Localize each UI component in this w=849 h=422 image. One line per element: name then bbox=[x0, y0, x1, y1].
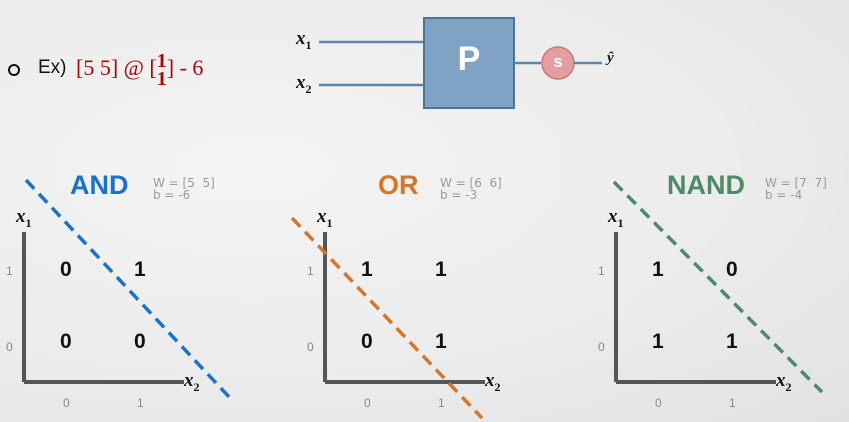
truth-cell: 0 bbox=[134, 330, 146, 353]
decision-boundary bbox=[612, 180, 824, 394]
decision-boundary bbox=[24, 178, 234, 402]
gate-title: NAND bbox=[667, 170, 745, 200]
bias-text: b = -4 bbox=[765, 188, 803, 202]
x-axis-label: x2 bbox=[184, 370, 200, 394]
vector-bottom: 1 bbox=[156, 68, 167, 90]
gate-title: AND bbox=[70, 170, 129, 200]
bullet-icon bbox=[8, 64, 20, 76]
y-axis-label: x1 bbox=[608, 206, 624, 230]
node-label: P bbox=[457, 40, 481, 78]
vector-top: 1 bbox=[156, 50, 167, 72]
y-tick-0: 0 bbox=[6, 340, 13, 354]
truth-cell: 1 bbox=[361, 258, 373, 281]
gate-params: W = [6 6] b = -3 bbox=[440, 177, 502, 201]
truth-cell: 1 bbox=[652, 330, 664, 353]
truth-cell: 1 bbox=[134, 258, 146, 281]
truth-cell: 1 bbox=[435, 330, 447, 353]
x-tick-1: 1 bbox=[729, 396, 736, 410]
x-axis-label: x2 bbox=[776, 370, 792, 394]
truth-cell: 0 bbox=[60, 330, 72, 353]
truth-cell: 1 bbox=[726, 330, 738, 353]
truth-cell: 1 bbox=[435, 258, 447, 281]
example-weights: [5 5] @ [ bbox=[76, 55, 157, 81]
gate-title: OR bbox=[378, 170, 419, 200]
weight-text: W = [7 7] bbox=[765, 176, 827, 190]
y-tick-1: 1 bbox=[598, 264, 605, 278]
activation-label: s bbox=[553, 52, 563, 71]
x-axis-label: x2 bbox=[485, 370, 501, 394]
example-prefix: Ex) bbox=[38, 57, 67, 78]
y-tick-1: 1 bbox=[6, 264, 13, 278]
x-tick-0: 0 bbox=[63, 396, 70, 410]
x-tick-0: 0 bbox=[364, 396, 371, 410]
bias-text: b = -3 bbox=[440, 188, 478, 202]
input1-label: x1 bbox=[296, 28, 312, 52]
perceptron-node bbox=[423, 17, 515, 109]
bias-text: b = -6 bbox=[153, 188, 191, 202]
decision-boundary bbox=[290, 216, 484, 420]
perceptron-diagram bbox=[319, 17, 602, 109]
truth-cell: 0 bbox=[60, 258, 72, 281]
output-label: ŷ bbox=[607, 50, 614, 66]
example-expression: [5 5] @ [1 1] - 6 bbox=[76, 50, 204, 90]
y-axis-label: x1 bbox=[16, 206, 32, 230]
truth-cell: 0 bbox=[726, 258, 738, 281]
input2-label: x2 bbox=[296, 72, 312, 96]
truth-cell: 0 bbox=[361, 330, 373, 353]
x-tick-0: 0 bbox=[655, 396, 662, 410]
x-tick-1: 1 bbox=[137, 396, 144, 410]
y-axis-label: x1 bbox=[317, 206, 333, 230]
weight-text: W = [5 5] bbox=[153, 176, 215, 190]
y-tick-1: 1 bbox=[307, 264, 314, 278]
x-tick-1: 1 bbox=[438, 396, 445, 410]
weight-text: W = [6 6] bbox=[440, 176, 502, 190]
truth-cell: 1 bbox=[652, 258, 664, 281]
example-suffix: ] - 6 bbox=[166, 55, 204, 81]
y-tick-0: 0 bbox=[307, 340, 314, 354]
y-tick-0: 0 bbox=[598, 340, 605, 354]
gate-params: W = [7 7] b = -4 bbox=[765, 177, 827, 201]
gate-params: W = [5 5] b = -6 bbox=[153, 177, 215, 201]
